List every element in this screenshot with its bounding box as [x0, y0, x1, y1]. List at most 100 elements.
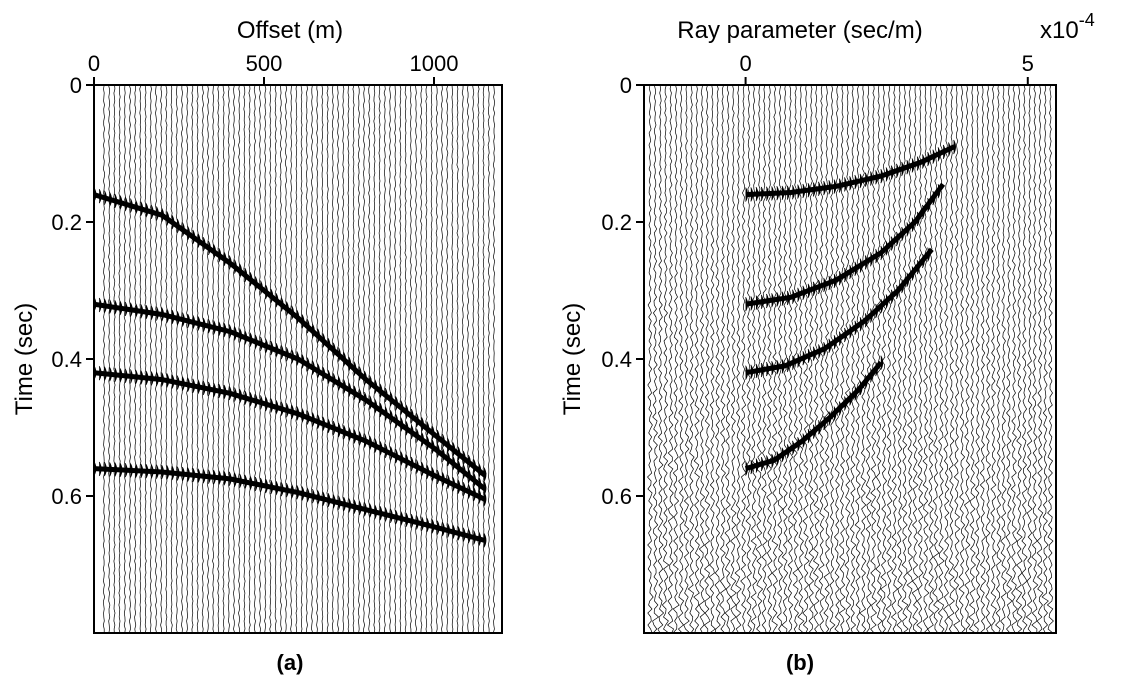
panel-a-event-wavelet	[213, 382, 216, 398]
panel-a-event-wavelet	[124, 463, 128, 478]
panel-a-event-2	[94, 297, 487, 496]
panel-b-event-wavelet	[859, 258, 863, 273]
panel-b-event-wavelet	[859, 173, 863, 189]
panel-b-trace	[1010, 85, 1018, 633]
panel-b-trace-wiggles	[647, 85, 1054, 633]
panel-a-event-wavelet	[369, 435, 372, 451]
panel-b-event-wavelet	[792, 440, 795, 455]
panel-a-event-wavelet	[176, 218, 180, 234]
panel-b-event-wavelet	[927, 247, 930, 262]
panel-a-event-wavelet	[436, 469, 440, 485]
panel-a-event-wavelet	[208, 469, 211, 484]
panel-a-trace	[472, 85, 475, 633]
panel-a-event-wavelet	[260, 477, 263, 493]
panel-b-trace	[916, 85, 924, 633]
panel-a-trace-wiggles	[102, 85, 496, 633]
panel-b-trace	[1031, 85, 1039, 633]
panel-a-trace	[201, 85, 204, 633]
panel-a-event-wavelet	[213, 320, 216, 335]
panel-a-event-wavelet	[109, 462, 112, 477]
panel-a-event-wavelet	[322, 416, 326, 431]
panel-a-event-wavelet	[182, 376, 185, 391]
panel-b-event-wavelet	[896, 163, 899, 178]
panel-a-trace	[420, 85, 423, 633]
panel-a-event-wavelet	[140, 201, 144, 216]
panel-a-trace	[108, 85, 111, 633]
panel-a-event-wavelet	[182, 466, 185, 482]
panel-b-event-wavelet	[786, 444, 790, 459]
panel-a-event-4	[94, 461, 487, 548]
panel-a-event-wavelet	[130, 198, 133, 213]
panel-b-event-wavelet	[776, 292, 780, 307]
panel-a-event-wavelet	[244, 330, 248, 345]
panel-b-y-tick-label: 0.2	[601, 210, 632, 235]
panel-b-event-wavelet	[875, 170, 878, 185]
panel-a-event-wavelet	[436, 520, 440, 535]
panel-a-event-wavelet	[353, 499, 357, 514]
panel-b-x-scale-factor: x10-4	[1040, 10, 1095, 44]
panel-a-event-wavelet	[457, 446, 461, 461]
panel-a-event-wavelet	[166, 308, 170, 323]
panel-a-trace	[180, 85, 184, 633]
panel-b-event-wavelet	[797, 184, 800, 199]
panel-a-event-wavelet	[145, 304, 149, 320]
panel-a-event-wavelet	[301, 314, 305, 329]
panel-a-event-wavelet	[436, 443, 440, 458]
panel-a-event-wavelet	[457, 460, 461, 475]
panel-a-event-wavelet	[405, 512, 409, 527]
panel-a-event-wavelet	[280, 401, 284, 416]
panel-a-trace	[440, 85, 444, 633]
panel-b-event-wavelet	[896, 284, 899, 300]
panel-a-event-wavelet	[218, 383, 222, 399]
panel-a-event-wavelet	[317, 490, 320, 505]
panel-a-event-wavelet	[343, 425, 346, 440]
panel-a-trace	[284, 85, 288, 633]
panel-b-event-wavelet	[786, 357, 790, 373]
panel-a-event-wavelet	[374, 399, 378, 414]
panel-a-event-wavelet	[462, 464, 466, 479]
panel-a-event-wavelet	[291, 305, 294, 320]
panel-a-event-wavelet	[312, 489, 315, 504]
panel-a-event-wavelet	[364, 370, 367, 386]
panel-b-event-wavelet	[797, 437, 800, 452]
panel-b-event-wavelet	[807, 283, 811, 298]
panel-b-event-wavelet	[750, 459, 754, 475]
panel-b-event-wavelet	[838, 331, 842, 346]
panel-b-event-wavelet	[781, 447, 785, 462]
panel-b-trace	[1021, 85, 1028, 633]
panel-a-trace	[446, 85, 449, 633]
panel-a-trace	[186, 85, 189, 633]
panel-a-event-wavelet	[182, 222, 185, 237]
panel-b-event-wavelet	[745, 365, 748, 380]
panel-a-event-wavelet	[410, 513, 414, 529]
panel-a-event-wavelet	[416, 413, 419, 428]
panel-b-event-wavelet	[864, 313, 868, 328]
panel-b-event-wavelet	[875, 361, 878, 377]
panel-b-event-wavelet	[766, 186, 769, 201]
panel-a-event-wavelet	[384, 507, 388, 522]
panel-a-trace	[118, 85, 121, 633]
panel-a-trace	[316, 85, 319, 633]
panel-b-event-wavelet	[901, 278, 904, 294]
panel-a-event-wavelet	[166, 211, 170, 226]
panel-a-trace	[170, 85, 173, 633]
panel-a-event-wavelet	[280, 345, 284, 360]
panel-a-event-wavelet	[265, 396, 268, 412]
panel-a-trace	[305, 85, 308, 633]
panel-a-trace	[191, 85, 194, 633]
panel-a-event-wavelet	[171, 465, 175, 481]
panel-b-event-wavelet	[885, 167, 889, 182]
panel-a-trace	[113, 85, 116, 633]
panel-a-trace	[368, 85, 371, 633]
panel-a-event-wavelet	[416, 515, 419, 530]
panel-a-event-wavelet	[192, 467, 196, 483]
panel-a-event-wavelet	[348, 427, 352, 442]
panel-a-event-wavelet	[431, 467, 435, 482]
panel-a-event-wavelet	[119, 195, 123, 210]
panel-a-event-wavelet	[270, 288, 274, 304]
panel-a-event-wavelet	[379, 506, 383, 521]
panel-a-trace	[466, 85, 470, 633]
panel-a-event-wavelet	[114, 300, 118, 315]
panel-a-event-wavelet	[124, 301, 128, 317]
panel-b-trace	[781, 85, 789, 633]
